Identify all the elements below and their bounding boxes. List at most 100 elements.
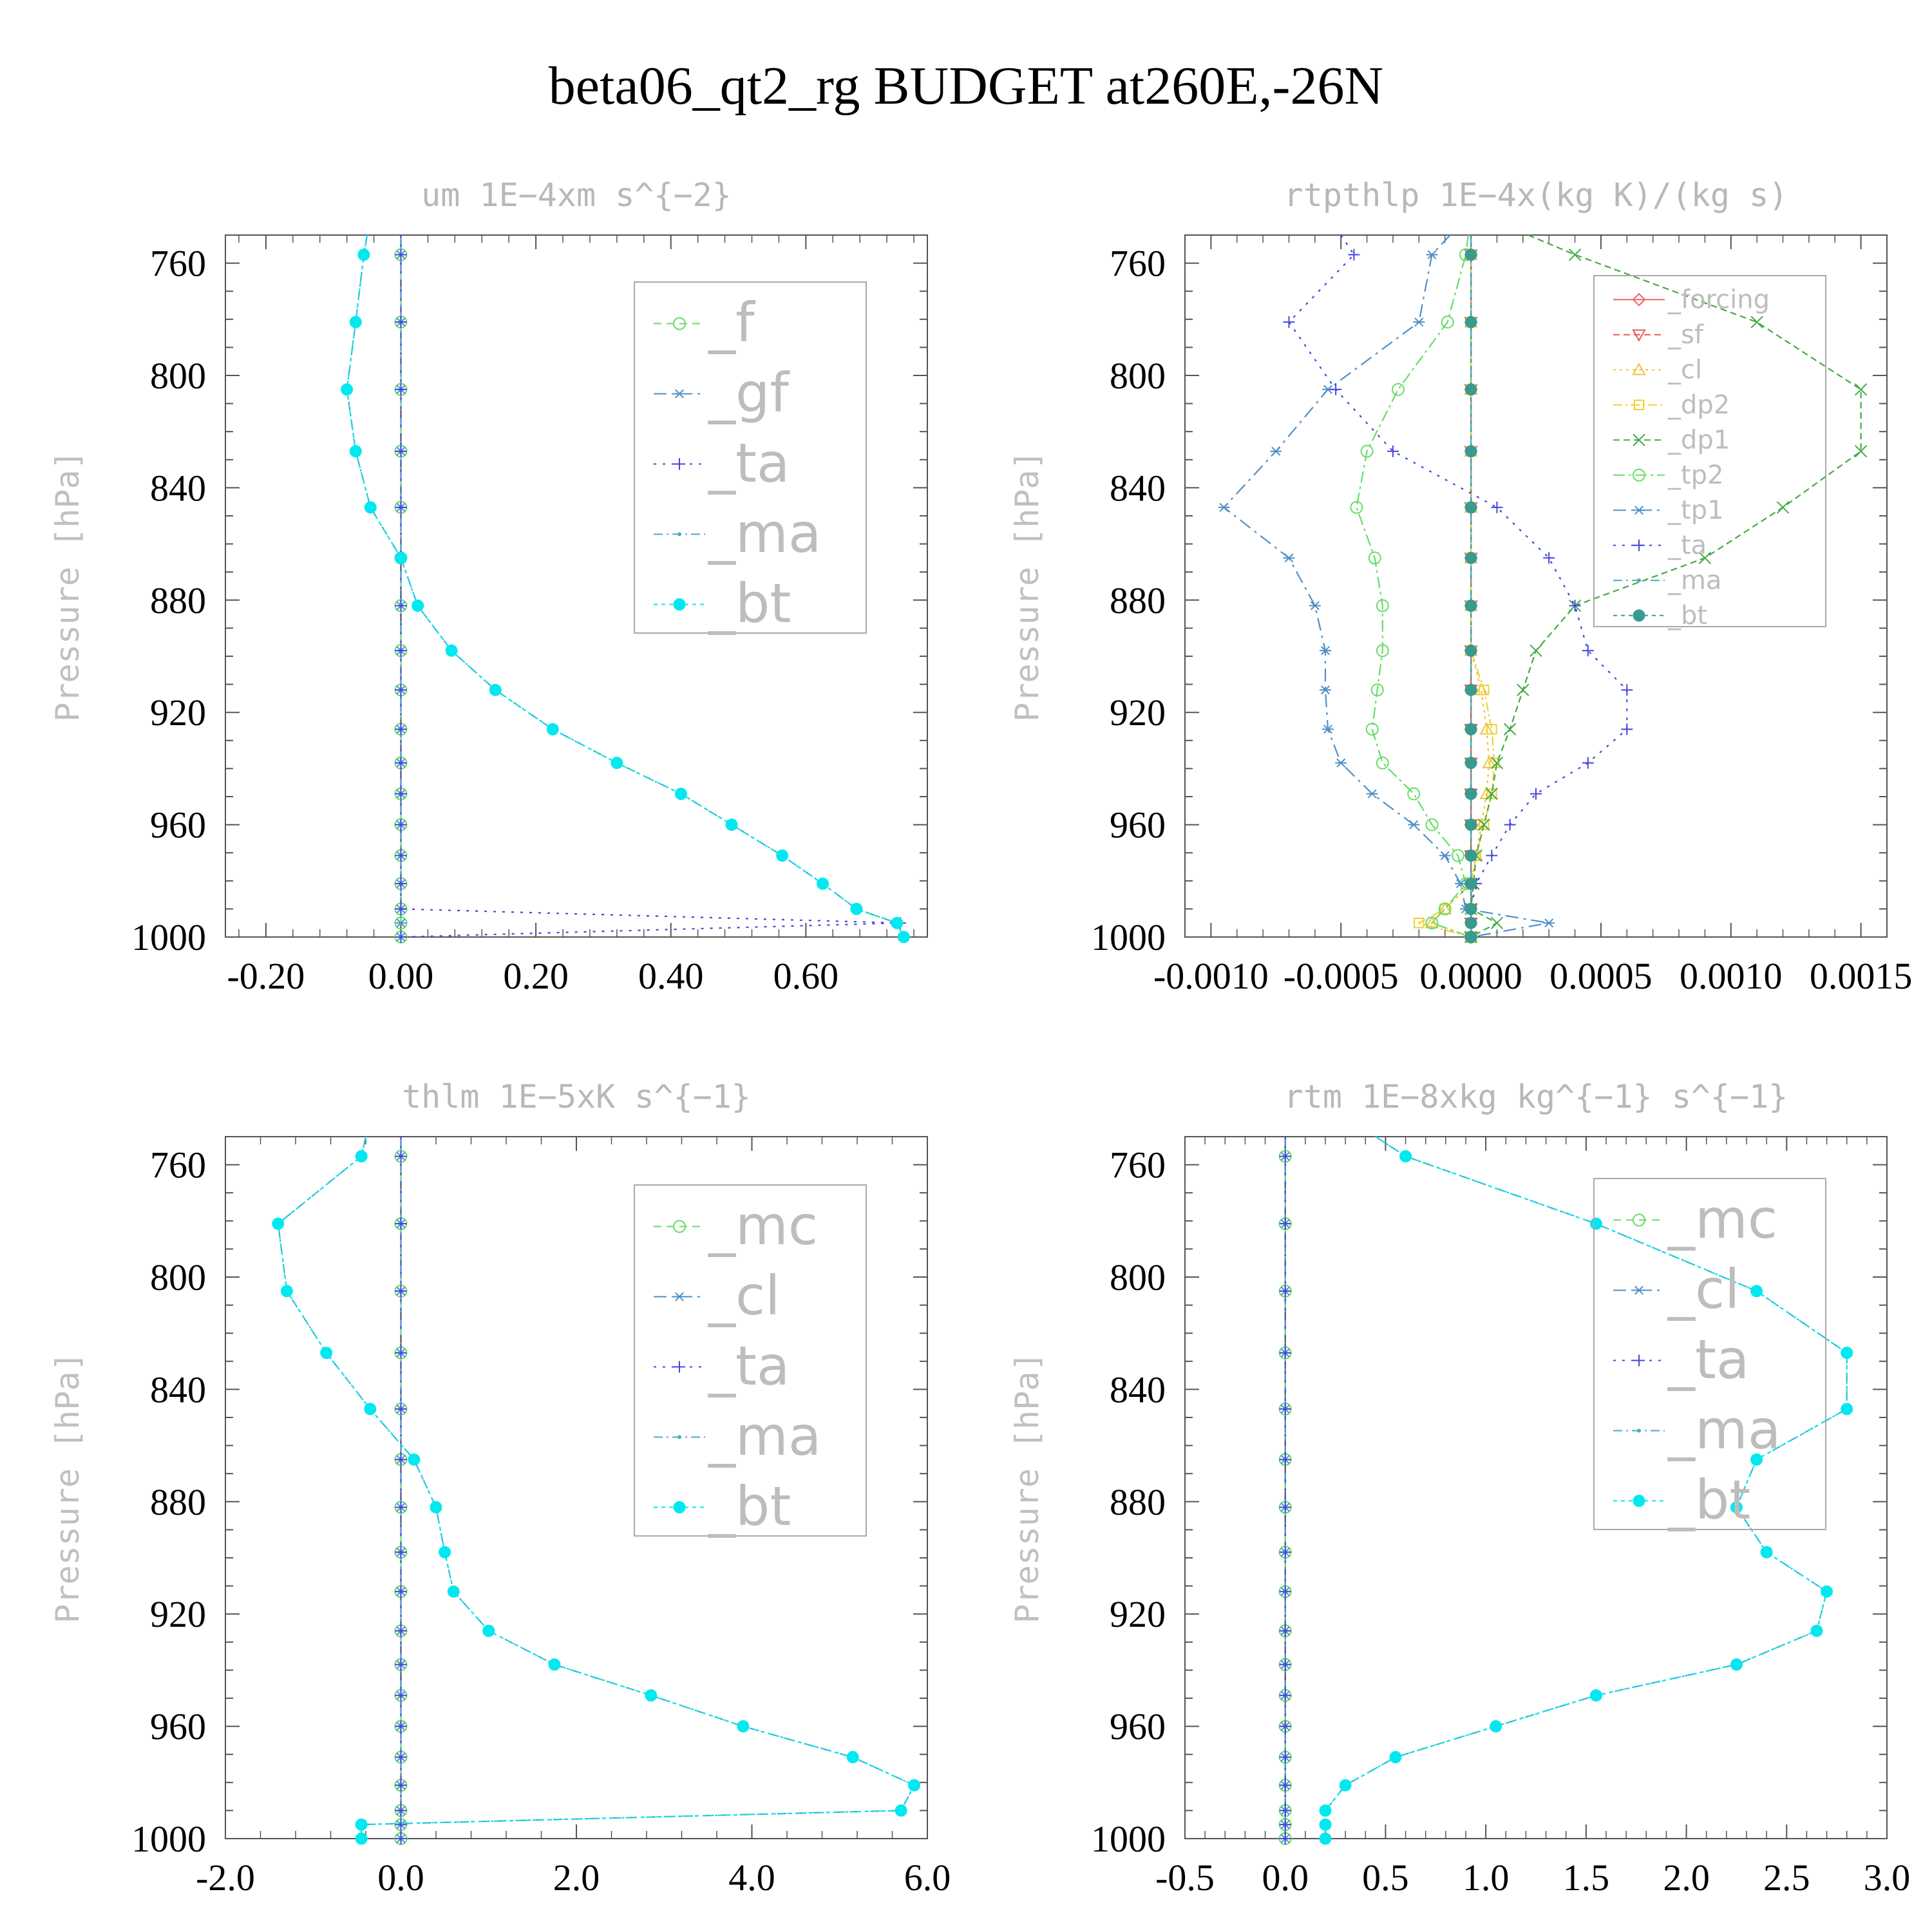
series-line-tp2 <box>1356 234 1472 938</box>
data-point <box>349 445 362 458</box>
data-point <box>1821 1585 1833 1598</box>
data-point <box>1425 916 1439 929</box>
data-point <box>1730 1501 1743 1514</box>
data-point <box>1504 819 1516 831</box>
data-point <box>395 645 407 657</box>
data-point <box>1350 500 1363 514</box>
data-point <box>1279 1285 1291 1297</box>
data-point <box>1279 1150 1291 1162</box>
data-point <box>1464 723 1477 735</box>
data-point <box>395 1833 407 1844</box>
data-point <box>412 600 424 612</box>
data-point <box>395 903 407 915</box>
chart-panel-3: thlm 1E−5xK s^{−1} Pressure [hPa] 760 800 84… <box>49 1078 951 1899</box>
series-line-dp2 <box>1417 235 1495 938</box>
data-point <box>1486 724 1497 735</box>
data-point <box>1479 819 1490 830</box>
legend: _mc _cl _ta _ma _bt <box>1593 1178 1826 1531</box>
legend-marker <box>1633 1495 1645 1507</box>
y-tick-label: 920 <box>1110 1593 1166 1635</box>
legend-label: _cl <box>1667 355 1702 384</box>
y-tick-label: 760 <box>150 1144 206 1186</box>
data-point <box>1335 758 1347 768</box>
data-point <box>482 1624 495 1637</box>
legend-marker <box>673 317 686 330</box>
data-point <box>908 1779 921 1792</box>
data-point <box>1750 1285 1763 1298</box>
legend-label: _ma <box>708 502 821 565</box>
data-point <box>1530 644 1542 657</box>
data-point <box>1320 646 1331 656</box>
legend-label: _ta <box>1667 1328 1749 1391</box>
data-point <box>395 918 407 928</box>
y-axis-title: Pressure [hPa] <box>49 1352 86 1623</box>
y-axis-title: Pressure [hPa] <box>1009 1352 1046 1623</box>
legend-marker <box>1632 292 1646 307</box>
legend-marker <box>674 1361 685 1373</box>
data-point <box>645 1689 658 1702</box>
data-point <box>1582 645 1594 657</box>
legend-label: _ma <box>1667 1398 1781 1461</box>
data-point <box>1464 757 1477 770</box>
series-ta <box>395 235 907 943</box>
data-point <box>1490 1720 1502 1733</box>
series-line-ma <box>346 234 905 938</box>
y-tick-label: 920 <box>1110 692 1166 734</box>
data-point <box>897 931 910 943</box>
legend-marker <box>1632 363 1646 375</box>
data-point <box>1319 1832 1332 1845</box>
data-point <box>395 878 407 890</box>
data-point <box>1218 502 1230 512</box>
data-point <box>395 316 407 328</box>
data-point <box>1485 787 1499 800</box>
data-point <box>1370 683 1384 697</box>
plot-frame <box>1184 234 1888 938</box>
y-tick-label: 880 <box>150 580 206 621</box>
data-point <box>445 644 458 657</box>
legend-marker <box>674 458 685 470</box>
data-point <box>1439 904 1450 914</box>
data-point <box>395 1720 407 1732</box>
data-point <box>395 383 407 395</box>
data-point <box>1279 1546 1291 1558</box>
data-point <box>846 1751 859 1764</box>
data-point <box>364 1403 377 1416</box>
y-tick-label: 880 <box>150 1481 206 1523</box>
data-point <box>395 1218 407 1230</box>
data-point <box>1283 553 1295 563</box>
data-point <box>1486 788 1497 799</box>
data-point <box>1279 1403 1291 1415</box>
series-ma <box>345 234 906 939</box>
data-point <box>364 501 377 514</box>
data-point <box>395 1689 407 1701</box>
y-tick-label: 840 <box>150 1368 206 1410</box>
legend-label: _mc <box>708 1194 818 1257</box>
data-point <box>1854 445 1868 458</box>
data-point <box>1408 820 1420 829</box>
data-point <box>1279 1454 1291 1466</box>
series-cl <box>1425 235 1497 943</box>
legend-label: _ta <box>1667 531 1707 560</box>
data-point <box>1464 683 1477 696</box>
data-point <box>1464 600 1477 612</box>
data-point <box>1339 1779 1352 1792</box>
y-tick-label: 760 <box>1110 1144 1166 1186</box>
panel-title: thlm 1E−5xK s^{−1} <box>402 1078 751 1115</box>
data-point <box>1279 1804 1291 1817</box>
y-tick-label: 920 <box>150 1593 206 1635</box>
data-point <box>430 1501 442 1514</box>
panel-title: um 1E−4xm s^{−2} <box>421 176 732 214</box>
data-point <box>1464 788 1477 800</box>
x-tick-label: 2.0 <box>553 1857 600 1899</box>
series-ta <box>1279 1137 1291 1844</box>
data-point <box>1489 757 1500 768</box>
data-point <box>395 1819 407 1831</box>
data-point <box>1569 600 1581 612</box>
x-tick-label: 6.0 <box>904 1857 951 1899</box>
data-point <box>395 1804 407 1817</box>
data-point <box>1464 849 1477 862</box>
data-point <box>895 1804 907 1817</box>
series-line-tp1 <box>1222 234 1549 938</box>
x-tick-label: 0.0015 <box>1810 955 1913 997</box>
